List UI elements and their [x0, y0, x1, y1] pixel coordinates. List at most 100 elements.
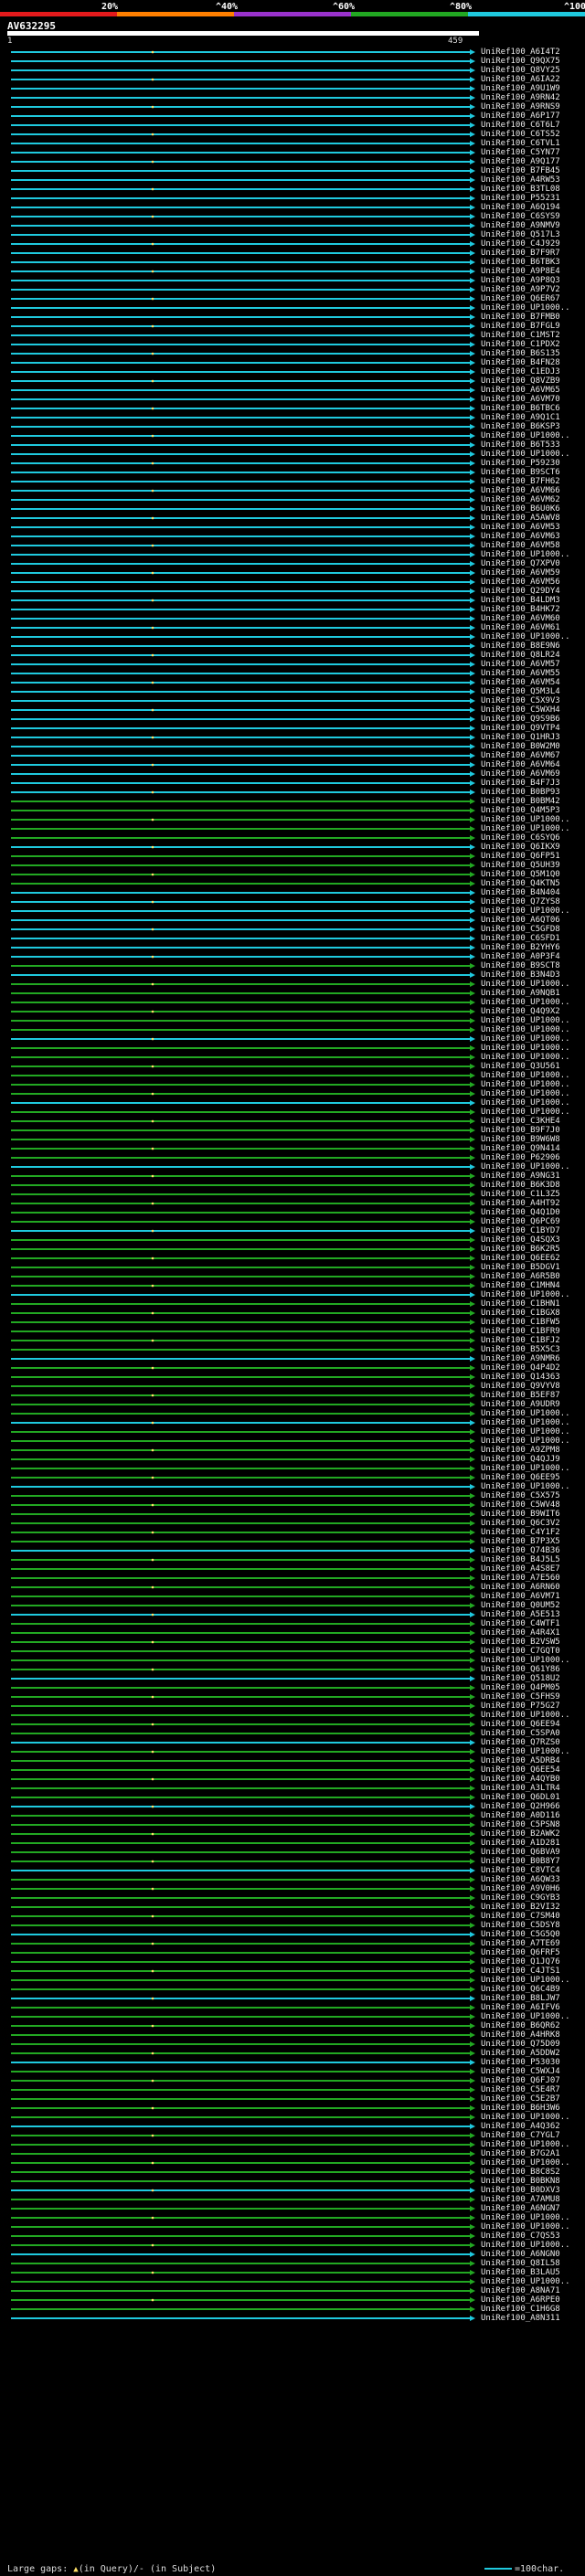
hit-label[interactable]: UniRef100_A6VM65 [481, 386, 560, 395]
hit-label[interactable]: UniRef100_B6H3W6 [481, 2104, 560, 2113]
hit-label[interactable]: UniRef100_A5DDW2 [481, 2049, 560, 2058]
hit-label[interactable]: UniRef100_A6VM57 [481, 660, 560, 669]
hit-label[interactable]: UniRef100_A6VM61 [481, 623, 560, 632]
hit-label[interactable]: UniRef100_UP1000.. [481, 1436, 570, 1446]
hit-label[interactable]: UniRef100_UP1000.. [481, 1711, 570, 1720]
hit-label[interactable]: UniRef100_UP1000.. [481, 2012, 570, 2021]
hit-label[interactable]: UniRef100_C5PSN8 [481, 1820, 560, 1829]
hit-label[interactable]: UniRef100_B7FMB0 [481, 313, 560, 322]
hit-label[interactable]: UniRef100_A5AWV8 [481, 514, 560, 523]
hit-label[interactable]: UniRef100_A6I4T2 [481, 48, 560, 57]
hit-label[interactable]: UniRef100_UP1000.. [481, 906, 570, 916]
hit-label[interactable]: UniRef100_UP1000.. [481, 2213, 570, 2222]
hit-label[interactable]: UniRef100_Q6EE94 [481, 1720, 560, 1729]
hit-label[interactable]: UniRef100_C5WXH4 [481, 705, 560, 715]
hit-label[interactable]: UniRef100_C5X575 [481, 1491, 560, 1500]
hit-label[interactable]: UniRef100_B2YHY6 [481, 943, 560, 952]
hit-label[interactable]: UniRef100_UP1000.. [481, 1080, 570, 1089]
hit-label[interactable]: UniRef100_C4JTS1 [481, 1966, 560, 1976]
hit-label[interactable]: UniRef100_B9W6W8 [481, 1135, 560, 1144]
hit-label[interactable]: UniRef100_UP1000.. [481, 2113, 570, 2122]
hit-label[interactable]: UniRef100_P75G27 [481, 1701, 560, 1711]
hit-label[interactable]: UniRef100_C4J929 [481, 239, 560, 249]
hit-label[interactable]: UniRef100_A9Q177 [481, 157, 560, 166]
hit-label[interactable]: UniRef100_C5WV48 [481, 1500, 560, 1510]
hit-label[interactable]: UniRef100_UP1000.. [481, 2140, 570, 2149]
hit-label[interactable]: UniRef100_A6VM66 [481, 486, 560, 495]
hit-label[interactable]: UniRef100_B6U0K6 [481, 504, 560, 514]
hit-label[interactable]: UniRef100_UP1000.. [481, 431, 570, 440]
hit-label[interactable]: UniRef100_C7GQT0 [481, 1647, 560, 1656]
hit-label[interactable]: UniRef100_C6SYQ6 [481, 833, 560, 843]
hit-label[interactable]: UniRef100_Q1JQ76 [481, 1957, 560, 1966]
hit-label[interactable]: UniRef100_A6VM59 [481, 568, 560, 578]
hit-label[interactable]: UniRef100_Q6FRF5 [481, 1948, 560, 1957]
hit-label[interactable]: UniRef100_Q6BVA9 [481, 1848, 560, 1857]
hit-label[interactable]: UniRef100_A9V0H6 [481, 1884, 560, 1893]
hit-label[interactable]: UniRef100_C6T6L7 [481, 121, 560, 130]
hit-label[interactable]: UniRef100_P62906 [481, 1153, 560, 1162]
hit-label[interactable]: UniRef100_UP1000.. [481, 998, 570, 1007]
hit-label[interactable]: UniRef100_C1L3Z5 [481, 1190, 560, 1199]
hit-label[interactable]: UniRef100_B5DGV1 [481, 1263, 560, 1272]
hit-label[interactable]: UniRef100_B0B8Y7 [481, 1857, 560, 1866]
hit-label[interactable]: UniRef100_UP1000.. [481, 1976, 570, 1985]
hit-label[interactable]: UniRef100_Q5M3L4 [481, 687, 560, 696]
hit-label[interactable]: UniRef100_B6T533 [481, 440, 560, 450]
hit-label[interactable]: UniRef100_B7F9R7 [481, 249, 560, 258]
hit-label[interactable]: UniRef100_Q4PM05 [481, 1683, 560, 1692]
hit-label[interactable]: UniRef100_A1D281 [481, 1839, 560, 1848]
hit-label[interactable]: UniRef100_C8VTC4 [481, 1866, 560, 1875]
hit-label[interactable]: UniRef100_Q4KTN5 [481, 879, 560, 888]
hit-label[interactable]: UniRef100_C7QS53 [481, 2231, 560, 2241]
hit-label[interactable]: UniRef100_Q2H966 [481, 1802, 560, 1811]
hit-label[interactable]: UniRef100_A6VM58 [481, 541, 560, 550]
hit-label[interactable]: UniRef100_B4HK72 [481, 605, 560, 614]
hit-label[interactable]: UniRef100_UP1000.. [481, 1747, 570, 1756]
hit-label[interactable]: UniRef100_A6VM55 [481, 669, 560, 678]
hit-label[interactable]: UniRef100_A9UDR9 [481, 1400, 560, 1409]
hit-label[interactable]: UniRef100_B9WIT6 [481, 1510, 560, 1519]
hit-label[interactable]: UniRef100_Q6EE95 [481, 1473, 560, 1482]
hit-label[interactable]: UniRef100_UP1000.. [481, 1053, 570, 1062]
hit-label[interactable]: UniRef100_C5YN77 [481, 148, 560, 157]
hit-label[interactable]: UniRef100_C1MST2 [481, 331, 560, 340]
hit-label[interactable]: UniRef100_Q8IL58 [481, 2259, 560, 2268]
hit-label[interactable]: UniRef100_C1BFJ2 [481, 1336, 560, 1345]
hit-label[interactable]: UniRef100_B6QR62 [481, 2021, 560, 2030]
hit-label[interactable]: UniRef100_Q6FJ07 [481, 2076, 560, 2085]
hit-label[interactable]: UniRef100_C1BYD7 [481, 1226, 560, 1235]
hit-label[interactable]: UniRef100_C6TS52 [481, 130, 560, 139]
hit-label[interactable]: UniRef100_C5DSY8 [481, 1921, 560, 1930]
hit-label[interactable]: UniRef100_C1MHN4 [481, 1281, 560, 1290]
hit-label[interactable]: UniRef100_B9SCT8 [481, 961, 560, 970]
hit-label[interactable]: UniRef100_Q4M5P3 [481, 806, 560, 815]
hit-label[interactable]: UniRef100_Q4Q9X2 [481, 1007, 560, 1016]
hit-label[interactable]: UniRef100_Q8VZB9 [481, 376, 560, 386]
hit-label[interactable]: UniRef100_C4WTF1 [481, 1619, 560, 1628]
hit-label[interactable]: UniRef100_B0BP93 [481, 788, 560, 797]
hit-label[interactable]: UniRef100_A7AMU8 [481, 2195, 560, 2204]
hit-label[interactable]: UniRef100_B6S135 [481, 349, 560, 358]
hit-label[interactable]: UniRef100_B4N404 [481, 888, 560, 897]
hit-label[interactable]: UniRef100_A6VM63 [481, 532, 560, 541]
hit-label[interactable]: UniRef100_B4LDM3 [481, 596, 560, 605]
hit-label[interactable]: UniRef100_A7TE69 [481, 1939, 560, 1948]
hit-label[interactable]: UniRef100_Q3U561 [481, 1062, 560, 1071]
hit-label[interactable]: UniRef100_Q1HRJ3 [481, 733, 560, 742]
hit-label[interactable]: UniRef100_Q29DY4 [481, 587, 560, 596]
hit-label[interactable]: UniRef100_Q6C3V2 [481, 1519, 560, 1528]
hit-label[interactable]: UniRef100_B8E9N6 [481, 641, 560, 651]
hit-label[interactable]: UniRef100_Q8VY25 [481, 66, 560, 75]
hit-label[interactable]: UniRef100_Q6DL01 [481, 1793, 560, 1802]
hit-label[interactable]: UniRef100_B7G2A1 [481, 2149, 560, 2158]
hit-label[interactable]: UniRef100_UP1000.. [481, 824, 570, 833]
hit-label[interactable]: UniRef100_C1EDJ3 [481, 367, 560, 376]
hit-label[interactable]: UniRef100_UP1000.. [481, 1016, 570, 1025]
hit-label[interactable]: UniRef100_B4F7J3 [481, 779, 560, 788]
hit-label[interactable]: UniRef100_A6IA22 [481, 75, 560, 84]
hit-label[interactable]: UniRef100_Q4QJJ9 [481, 1455, 560, 1464]
hit-label[interactable]: UniRef100_Q9S9B6 [481, 715, 560, 724]
hit-label[interactable]: UniRef100_Q6PC69 [481, 1217, 560, 1226]
hit-label[interactable]: UniRef100_Q14363 [481, 1373, 560, 1382]
